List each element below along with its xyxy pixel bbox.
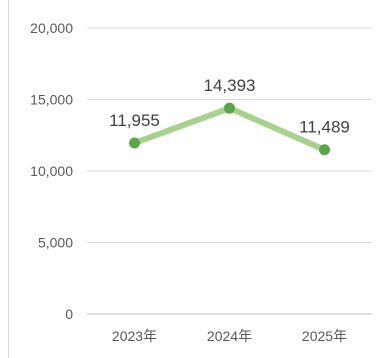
chart-frame-border (8, 0, 9, 358)
y-tick-label: 5,000 (38, 235, 73, 251)
data-label: 11,489 (299, 118, 350, 137)
x-tick-label: 2023年 (112, 328, 157, 344)
data-point (224, 102, 235, 114)
y-tick-label: 10,000 (30, 163, 73, 179)
data-point (129, 137, 140, 149)
data-point (319, 144, 330, 156)
x-tick-label: 2024年 (207, 328, 252, 344)
x-tick-label: 2025年 (302, 328, 347, 344)
data-label: 14,393 (204, 76, 256, 95)
data-label: 11,955 (109, 111, 160, 130)
y-tick-label: 15,000 (30, 92, 73, 108)
y-tick-label: 20,000 (30, 20, 73, 36)
series-line (131, 105, 328, 153)
y-tick-label: 0 (65, 306, 73, 322)
